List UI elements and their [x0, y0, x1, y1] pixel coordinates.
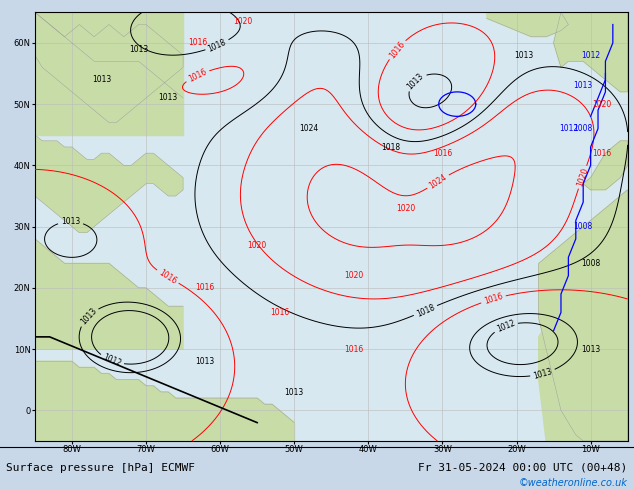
Text: 1016: 1016: [157, 268, 178, 286]
Text: 1013: 1013: [79, 306, 98, 327]
Text: 1013: 1013: [92, 75, 111, 84]
Polygon shape: [539, 190, 628, 441]
Text: 1018: 1018: [381, 143, 400, 151]
Text: 1020: 1020: [575, 167, 590, 188]
Polygon shape: [35, 12, 183, 128]
Polygon shape: [35, 422, 294, 441]
Text: 1016: 1016: [344, 344, 363, 354]
Text: 1016: 1016: [592, 148, 611, 158]
Text: 1012: 1012: [495, 318, 516, 334]
Text: 1013: 1013: [196, 357, 215, 366]
Text: 1020: 1020: [396, 204, 415, 213]
Text: 1013: 1013: [406, 71, 425, 91]
Text: 1020: 1020: [344, 271, 363, 280]
Text: 1008: 1008: [574, 222, 593, 231]
Text: 1012: 1012: [101, 353, 122, 368]
Text: Fr 31-05-2024 00:00 UTC (00+48): Fr 31-05-2024 00:00 UTC (00+48): [418, 463, 628, 473]
Text: 1024: 1024: [427, 172, 448, 191]
Text: 1018: 1018: [415, 302, 436, 318]
Polygon shape: [35, 135, 183, 233]
Text: Surface pressure [hPa] ECMWF: Surface pressure [hPa] ECMWF: [6, 463, 195, 473]
Text: 1013: 1013: [158, 94, 178, 102]
Polygon shape: [35, 12, 183, 122]
Text: 1016: 1016: [483, 292, 504, 306]
Polygon shape: [35, 362, 294, 441]
Text: 1016: 1016: [433, 148, 452, 158]
Text: 1008: 1008: [581, 259, 600, 268]
Text: 1016: 1016: [270, 308, 289, 317]
Text: 1013: 1013: [574, 81, 593, 90]
Text: 1020: 1020: [592, 99, 611, 109]
Text: 1020: 1020: [233, 17, 252, 26]
Text: 1016: 1016: [387, 39, 406, 60]
Text: 1012: 1012: [559, 124, 578, 133]
Text: ©weatheronline.co.uk: ©weatheronline.co.uk: [519, 478, 628, 488]
Text: 1013: 1013: [129, 45, 148, 53]
Polygon shape: [35, 12, 183, 135]
Text: 1013: 1013: [532, 367, 553, 381]
Text: 1013: 1013: [61, 217, 80, 226]
Text: 1024: 1024: [299, 124, 319, 133]
Polygon shape: [553, 12, 628, 92]
Polygon shape: [487, 12, 569, 37]
Text: 1016: 1016: [196, 283, 215, 293]
Text: 1012: 1012: [581, 50, 600, 60]
Text: 1013: 1013: [514, 50, 534, 60]
Text: 1018: 1018: [207, 37, 228, 53]
Text: 1013: 1013: [285, 388, 304, 396]
Polygon shape: [539, 190, 628, 441]
Text: 1016: 1016: [188, 38, 207, 48]
Polygon shape: [35, 362, 294, 441]
Text: 1008: 1008: [574, 124, 593, 133]
Polygon shape: [583, 141, 628, 190]
Polygon shape: [35, 239, 183, 349]
Text: 1016: 1016: [187, 67, 208, 84]
Text: 1013: 1013: [581, 344, 600, 354]
Text: 1020: 1020: [247, 241, 267, 249]
